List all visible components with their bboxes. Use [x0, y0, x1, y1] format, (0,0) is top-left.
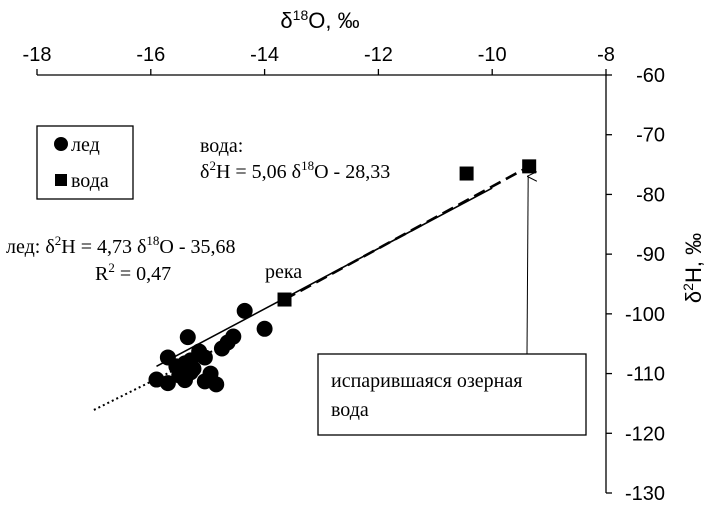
- data-point-ice: [236, 302, 253, 319]
- data-point-ice: [159, 375, 176, 392]
- x-tick-label: -8: [597, 44, 615, 66]
- data-point-ice: [225, 328, 242, 345]
- data-point-ice: [256, 320, 273, 337]
- data-point-water: [459, 166, 474, 181]
- y-axis-title: δ2H, ‰: [680, 233, 706, 303]
- data-point-ice: [196, 349, 213, 366]
- data-point-water: [277, 292, 292, 307]
- y-tick-label: -100: [625, 304, 665, 326]
- y-tick-label: -70: [636, 125, 665, 147]
- legend-label-water: вода: [71, 170, 109, 192]
- y-tick-label: -130: [625, 483, 665, 505]
- lake-callout-arrow: [526, 176, 528, 355]
- lake-callout-box: [317, 353, 587, 436]
- legend-box: [36, 125, 134, 200]
- y-tick-label: -90: [636, 244, 665, 266]
- legend-label-ice: лед: [71, 134, 100, 156]
- y-tick-label: -110: [626, 364, 665, 386]
- data-points: [148, 159, 537, 393]
- ice-equation: лед: δ2H = 4,73 δ18O - 35,68: [6, 233, 236, 258]
- trendline-dashed: [283, 165, 530, 301]
- lake-callout-line-2: вода: [331, 399, 369, 421]
- y-tick-label: -60: [636, 65, 665, 87]
- lake-callout-line-1: испарившаяся озерная: [331, 370, 522, 392]
- x-tick-label: -14: [250, 44, 279, 66]
- data-point-water: [522, 159, 537, 174]
- legend: лед вода: [36, 125, 134, 200]
- x-tick-label: -10: [478, 44, 507, 66]
- y-axis-ticks: -60 -70 -80 -90 -100 -110 -120 -130: [606, 65, 665, 505]
- legend-marker-ice: [54, 137, 68, 151]
- data-point-ice: [179, 329, 196, 346]
- data-point-ice: [185, 360, 202, 377]
- y-tick-label: -120: [625, 423, 665, 445]
- x-axis-ticks: -18 -16 -14 -12 -10 -8: [23, 44, 615, 75]
- data-point-ice: [208, 376, 225, 393]
- x-axis-title: δ18O, ‰: [280, 7, 359, 33]
- water-label: вода:: [200, 135, 243, 157]
- x-tick-label: -12: [364, 44, 393, 66]
- ice-r2: R2 = 0,47: [95, 260, 171, 285]
- x-tick-label: -16: [136, 44, 165, 66]
- legend-marker-water: [55, 174, 67, 186]
- river-label: река: [265, 261, 302, 283]
- water-equation: δ2H = 5,06 δ18O - 28,33: [200, 158, 390, 183]
- y-tick-label: -80: [636, 184, 665, 206]
- x-tick-label: -18: [23, 44, 52, 66]
